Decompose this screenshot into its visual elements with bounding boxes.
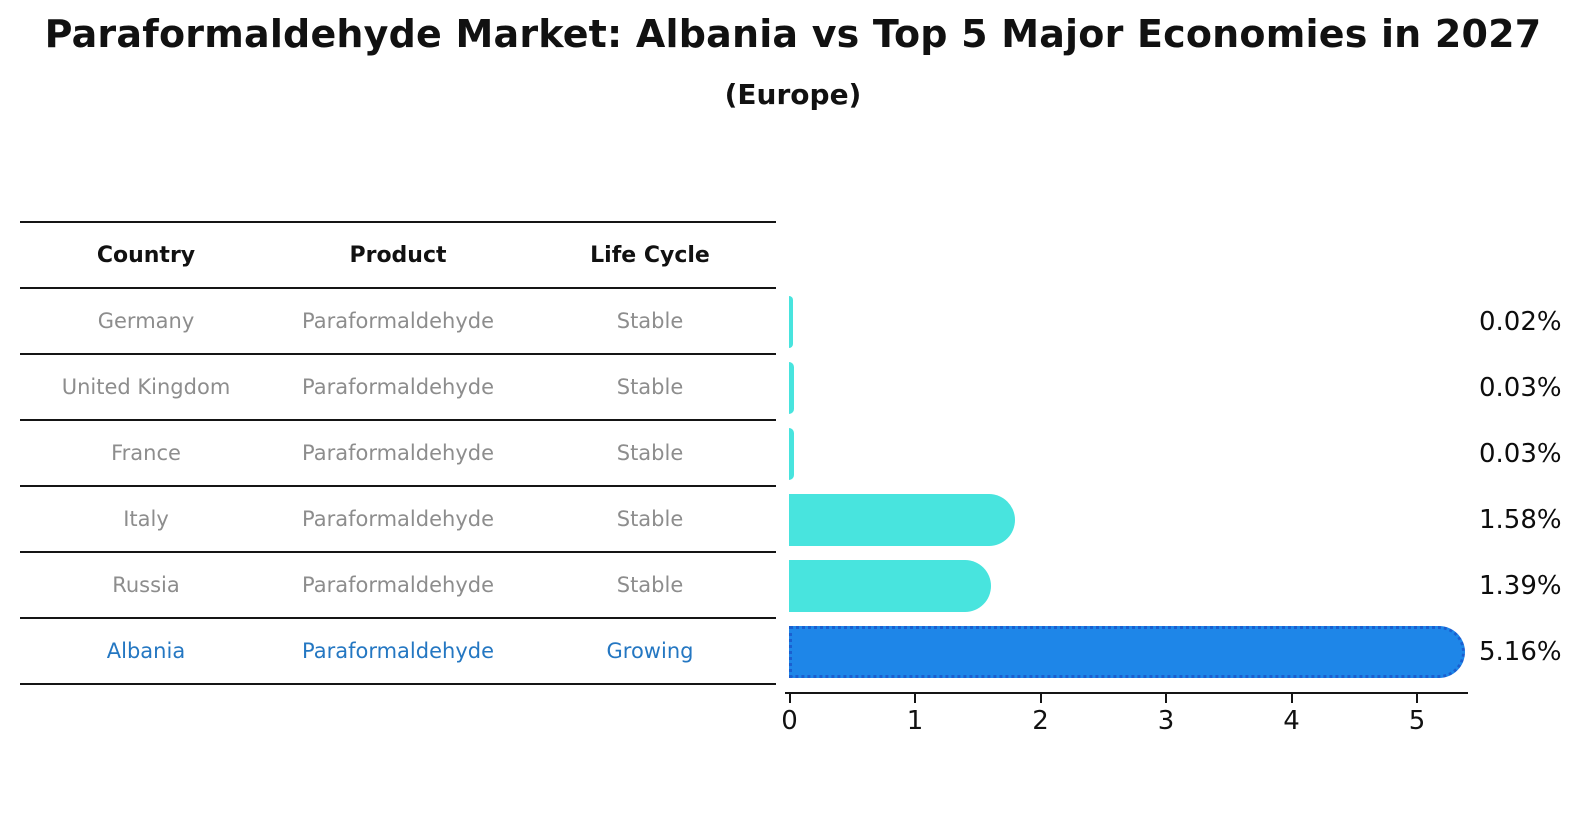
chart-title: Paraformaldehyde Market: Albania vs Top … — [44, 12, 1542, 56]
table-row: France Paraformaldehyde Stable — [20, 421, 776, 487]
x-axis-tick-label: 4 — [1283, 706, 1300, 736]
table-cell-lifecycle: Stable — [616, 441, 684, 465]
x-axis-tick-label: 5 — [1408, 706, 1426, 736]
bar-france — [789, 428, 794, 480]
table-cell-lifecycle: Stable — [616, 309, 684, 333]
table-row: Italy Paraformaldehyde Stable — [20, 487, 776, 553]
table-row: Russia Paraformaldehyde Stable — [20, 553, 776, 619]
x-axis-tick — [1165, 694, 1167, 703]
x-axis-tick-label: 2 — [1032, 706, 1049, 736]
table-cell-product: Paraformaldehyde — [302, 639, 494, 663]
table-cell-country: Albania — [106, 639, 186, 663]
chart-subtitle: (Europe) — [724, 78, 862, 111]
x-axis-tick — [914, 694, 916, 703]
table-cell-lifecycle: Stable — [616, 507, 684, 531]
market-table: Country Product Life Cycle Germany Parafo… — [20, 221, 776, 685]
table-cell-country: Russia — [112, 573, 180, 597]
x-axis-line — [785, 692, 1468, 694]
bar-value-label: 1.39% — [1479, 571, 1562, 601]
x-axis-tick — [788, 694, 791, 703]
bar-value-label: 5.16% — [1479, 637, 1562, 667]
x-axis-tick — [1039, 694, 1042, 703]
table-header-row: Country Product Life Cycle — [20, 223, 776, 289]
table-cell-product: Paraformaldehyde — [302, 573, 494, 597]
bar-italy — [789, 494, 1015, 546]
table-cell-country: France — [111, 441, 181, 465]
bar-value-label: 0.02% — [1479, 307, 1562, 337]
bar-value-label: 1.58% — [1479, 505, 1562, 535]
table-cell-country: Germany — [97, 309, 195, 333]
x-axis-tick — [1416, 694, 1418, 703]
bar-value-label: 0.03% — [1479, 373, 1562, 403]
bar-united-kingdom — [789, 362, 794, 414]
bar-albania — [789, 626, 1465, 678]
table-cell-lifecycle: Growing — [606, 639, 694, 663]
table-cell-product: Paraformaldehyde — [302, 441, 494, 465]
table-header-lifecycle: Life Cycle — [590, 242, 710, 268]
table-row: Germany Paraformaldehyde Stable — [20, 289, 776, 355]
table-header-product: Product — [349, 242, 447, 268]
bar-russia — [789, 560, 991, 612]
table-cell-country: Italy — [123, 507, 169, 531]
table-body: Germany Paraformaldehyde Stable United King… — [20, 289, 776, 685]
table-cell-country: United Kingdom — [61, 375, 231, 399]
table-header-country: Country — [96, 242, 196, 268]
table-row: Albania Paraformaldehyde Growing — [20, 619, 776, 685]
bar-germany — [789, 296, 793, 348]
x-axis-tick-label: 1 — [906, 706, 924, 736]
table-cell-product: Paraformaldehyde — [302, 309, 494, 333]
table-cell-product: Paraformaldehyde — [302, 507, 494, 531]
table-cell-lifecycle: Stable — [616, 573, 684, 597]
table-row: United Kingdom Paraformaldehyde Stable — [20, 355, 776, 421]
x-axis-tick — [1290, 694, 1293, 703]
table-cell-lifecycle: Stable — [616, 375, 684, 399]
bar-value-label: 0.03% — [1479, 439, 1562, 469]
x-axis-tick-label: 0 — [781, 706, 798, 736]
table-cell-product: Paraformaldehyde — [302, 375, 494, 399]
x-axis-tick-label: 3 — [1157, 706, 1175, 736]
